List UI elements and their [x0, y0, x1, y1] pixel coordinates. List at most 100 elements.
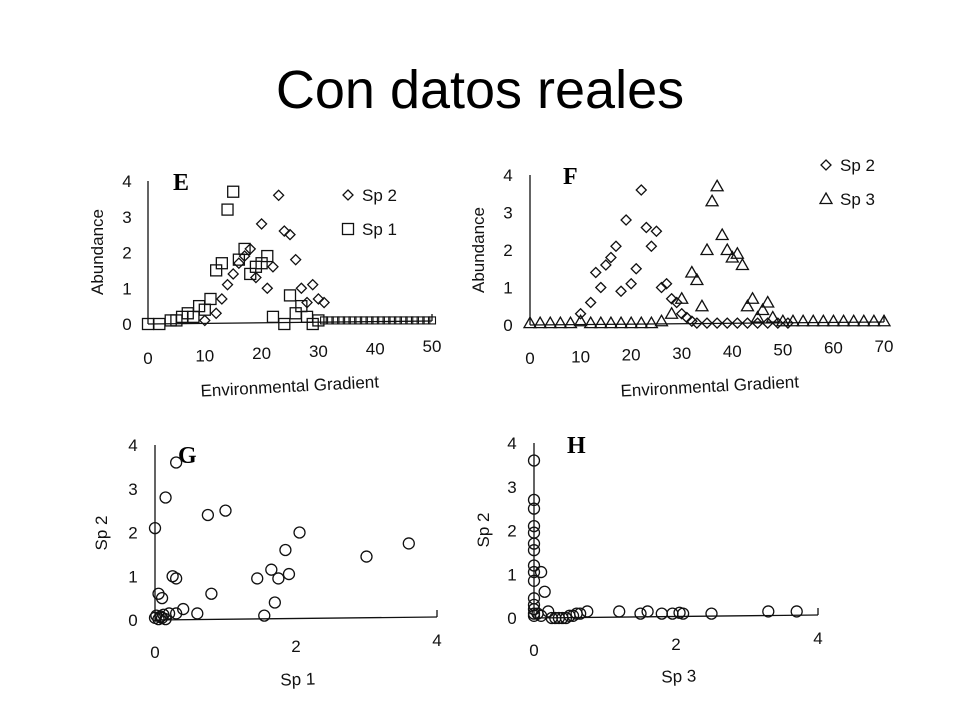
data-point	[680, 311, 693, 324]
data-point	[610, 240, 622, 253]
data-point	[205, 587, 218, 600]
data-point	[785, 313, 801, 327]
data-point	[295, 282, 308, 295]
data-point	[527, 454, 541, 467]
y-tick-label: 0	[503, 316, 512, 335]
data-point	[538, 585, 551, 598]
data-point	[527, 493, 541, 507]
data-point	[238, 242, 251, 256]
data-point	[543, 315, 558, 329]
data-point	[674, 291, 689, 304]
x-tick-label: 50	[773, 340, 792, 359]
data-point	[563, 315, 578, 329]
slide-title: Con datos reales	[275, 60, 685, 120]
data-point	[427, 316, 437, 325]
data-point	[709, 178, 725, 192]
data-point	[388, 316, 397, 325]
data-point	[169, 456, 183, 469]
data-point	[775, 313, 790, 327]
data-point	[360, 550, 373, 563]
data-point	[320, 316, 329, 325]
x-tick-label: 0	[529, 641, 538, 660]
data-point	[866, 313, 882, 327]
data-point	[634, 607, 647, 620]
y-axis-label: Abundance	[88, 209, 107, 295]
y-axis-label: Sp 2	[92, 516, 111, 551]
y-tick-label: 3	[503, 204, 512, 223]
data-point	[581, 605, 594, 618]
data-point	[201, 508, 215, 522]
panel-letter: E	[173, 170, 189, 196]
y-tick-label: 2	[128, 524, 137, 543]
data-point	[318, 296, 330, 309]
data-point	[266, 310, 280, 324]
data-point	[826, 313, 841, 327]
x-tick-label: 0	[150, 643, 159, 662]
x-tick-label: 10	[571, 347, 590, 366]
data-point	[705, 607, 718, 620]
data-point	[660, 277, 673, 290]
data-point	[198, 314, 211, 327]
data-point	[542, 605, 555, 618]
x-tick-label: 30	[309, 342, 328, 361]
panel-g: 0 2 4 0 1 2 3 4 Sp 1 Sp 2 G	[92, 436, 442, 690]
legend-marker	[342, 189, 354, 201]
data-point	[268, 596, 282, 609]
panel-letter: G	[178, 443, 197, 469]
data-point	[721, 317, 734, 330]
data-point	[603, 315, 619, 329]
y-tick-label: 1	[128, 567, 137, 586]
data-point	[382, 316, 391, 325]
data-point	[416, 316, 425, 325]
data-point	[593, 315, 608, 329]
y-tick-label: 1	[507, 565, 516, 584]
legend-marker	[341, 222, 355, 236]
data-point	[630, 262, 643, 275]
data-point	[640, 221, 653, 234]
data-point	[589, 266, 602, 279]
data-point	[699, 242, 715, 256]
data-point	[289, 253, 302, 266]
data-point	[267, 260, 279, 273]
data-point	[365, 316, 374, 325]
x-tick-label: 40	[723, 342, 742, 361]
data-point	[876, 313, 892, 327]
data-point	[553, 315, 568, 329]
data-point	[169, 572, 183, 585]
data-point	[741, 317, 754, 330]
data-point	[527, 559, 541, 572]
data-point	[261, 249, 274, 263]
data-point	[312, 293, 325, 305]
data-point	[532, 315, 548, 329]
data-point	[645, 240, 658, 253]
x-axis-label: Sp 1	[280, 669, 316, 689]
x-tick-label: 50	[423, 337, 442, 356]
data-point	[765, 310, 780, 323]
data-point	[265, 563, 278, 576]
data-point	[654, 313, 669, 327]
data-point	[527, 537, 541, 550]
data-point	[393, 316, 402, 325]
x-axis-label: Sp 3	[661, 666, 697, 686]
data-point	[781, 317, 794, 330]
data-point	[676, 607, 690, 620]
data-point	[704, 193, 720, 207]
data-point	[650, 225, 663, 238]
panel-letter: F	[563, 164, 578, 190]
data-point	[148, 521, 162, 535]
data-point	[760, 295, 775, 308]
y-axis-label: Sp 2	[474, 513, 493, 548]
data-point	[731, 317, 744, 330]
data-point	[159, 491, 172, 504]
data-point	[272, 572, 285, 585]
x-tick-label: 20	[252, 344, 271, 363]
data-point	[227, 268, 240, 280]
data-point	[250, 271, 262, 284]
data-point	[402, 537, 415, 550]
data-point	[641, 605, 654, 618]
data-point	[166, 570, 179, 583]
data-point	[816, 313, 831, 327]
x-tick-label: 10	[195, 347, 214, 366]
data-point	[348, 316, 357, 325]
data-point	[191, 607, 204, 620]
